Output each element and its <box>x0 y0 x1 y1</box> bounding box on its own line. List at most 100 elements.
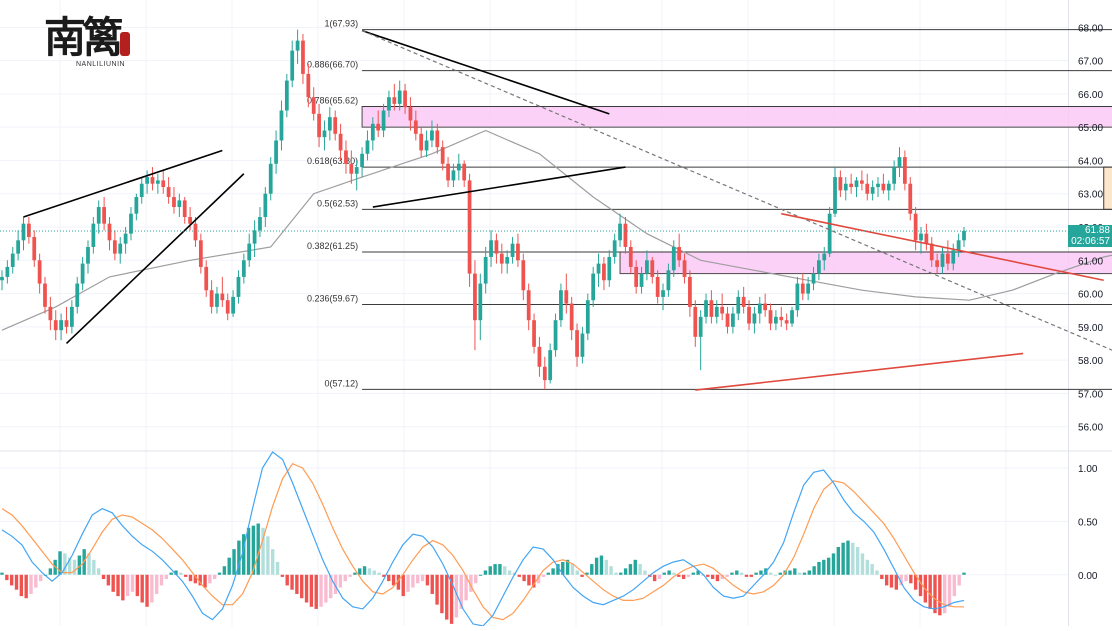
macd-histogram-bar <box>377 572 381 575</box>
macd-histogram-bar <box>232 549 236 575</box>
candle-body <box>21 223 26 241</box>
candle-body <box>790 310 794 324</box>
candle <box>161 170 166 194</box>
candle-body <box>172 197 176 208</box>
price-axis-label: 60.00 <box>1078 290 1103 301</box>
candle-body <box>849 183 854 188</box>
macd-histogram-bar <box>536 574 541 584</box>
macd-histogram-bar <box>623 568 628 575</box>
macd-histogram-bar <box>744 574 749 577</box>
candle <box>510 236 515 264</box>
candle <box>526 283 531 331</box>
candle <box>559 283 563 327</box>
macd-histogram-bar <box>836 547 841 575</box>
macd-histogram-bar <box>435 574 439 605</box>
candle <box>725 306 730 334</box>
candle-body <box>236 276 241 297</box>
candle <box>720 293 725 321</box>
candle <box>698 310 703 371</box>
triangle-upper <box>781 212 1104 282</box>
candle <box>301 33 305 84</box>
candle <box>811 266 816 291</box>
macd-histogram-bar <box>300 574 304 599</box>
macd-histogram-bar <box>590 564 594 575</box>
macd-histogram-bar <box>643 570 647 575</box>
candle <box>177 193 182 218</box>
macd-histogram-bar <box>67 557 72 575</box>
candle <box>774 310 778 331</box>
candle <box>327 107 332 141</box>
candle <box>166 177 171 204</box>
macd-histogram-bar <box>280 574 285 577</box>
candle-body <box>548 350 553 381</box>
macd-histogram <box>0 523 966 624</box>
candle-body <box>247 243 252 261</box>
candle <box>499 243 504 274</box>
candle-body <box>940 253 945 267</box>
candle-body <box>811 273 816 284</box>
candle <box>537 336 542 377</box>
candle-body <box>645 260 649 274</box>
candle-body <box>704 300 708 317</box>
candle <box>779 306 784 327</box>
macd-histogram-bar <box>604 559 608 575</box>
candle <box>876 177 880 198</box>
candle <box>940 246 945 274</box>
candle-body <box>634 266 639 287</box>
candle <box>268 157 273 201</box>
candle <box>661 283 665 311</box>
macd-histogram-bar <box>962 572 966 575</box>
candle <box>612 233 617 264</box>
candle-body <box>220 293 225 301</box>
candle <box>10 246 15 274</box>
macd-histogram-bar <box>333 574 338 594</box>
candle <box>951 243 956 271</box>
macd-histogram-bar <box>561 561 565 575</box>
candle <box>424 130 429 158</box>
fib-level-label: 0.236(59.67) <box>307 294 358 304</box>
candle <box>752 306 757 334</box>
last-price-tag: 61.88 02:06:57 <box>1068 224 1112 247</box>
candle <box>32 230 37 267</box>
candle-body <box>843 183 848 191</box>
candle-body <box>671 246 676 271</box>
candle-body <box>198 240 203 267</box>
candle <box>354 160 359 191</box>
candle-body <box>945 253 950 264</box>
fib-level-label: 0.382(61.25) <box>307 241 358 251</box>
candle-body <box>145 177 149 184</box>
candle <box>650 256 655 284</box>
candle <box>532 313 536 354</box>
macd-histogram-bar <box>251 525 256 575</box>
candle <box>505 250 510 274</box>
candle <box>182 197 187 224</box>
candle <box>580 326 585 364</box>
macd-histogram-bar <box>768 572 773 575</box>
candle <box>198 233 203 274</box>
macd-histogram-bar <box>841 542 845 575</box>
macd-histogram-bar <box>391 574 396 586</box>
candle-body <box>209 290 214 307</box>
candle <box>478 273 483 341</box>
macd-histogram-bar <box>474 574 478 584</box>
candle-body <box>763 303 768 311</box>
macd-histogram-bar <box>324 574 328 603</box>
candle <box>209 280 214 314</box>
candle <box>236 270 241 304</box>
price-axis-label: 66.00 <box>1078 90 1103 101</box>
candle-body <box>129 213 133 234</box>
candle-body <box>193 223 198 241</box>
candle <box>435 123 440 154</box>
macd-histogram-bar <box>657 574 662 580</box>
candle-body <box>43 283 47 307</box>
macd-histogram-bar <box>619 572 623 575</box>
candle <box>118 236 123 264</box>
candle <box>48 296 53 331</box>
macd-histogram-bar <box>203 574 207 588</box>
candle <box>376 110 381 138</box>
candle <box>456 153 461 181</box>
candle <box>440 140 445 171</box>
candle <box>365 130 370 161</box>
